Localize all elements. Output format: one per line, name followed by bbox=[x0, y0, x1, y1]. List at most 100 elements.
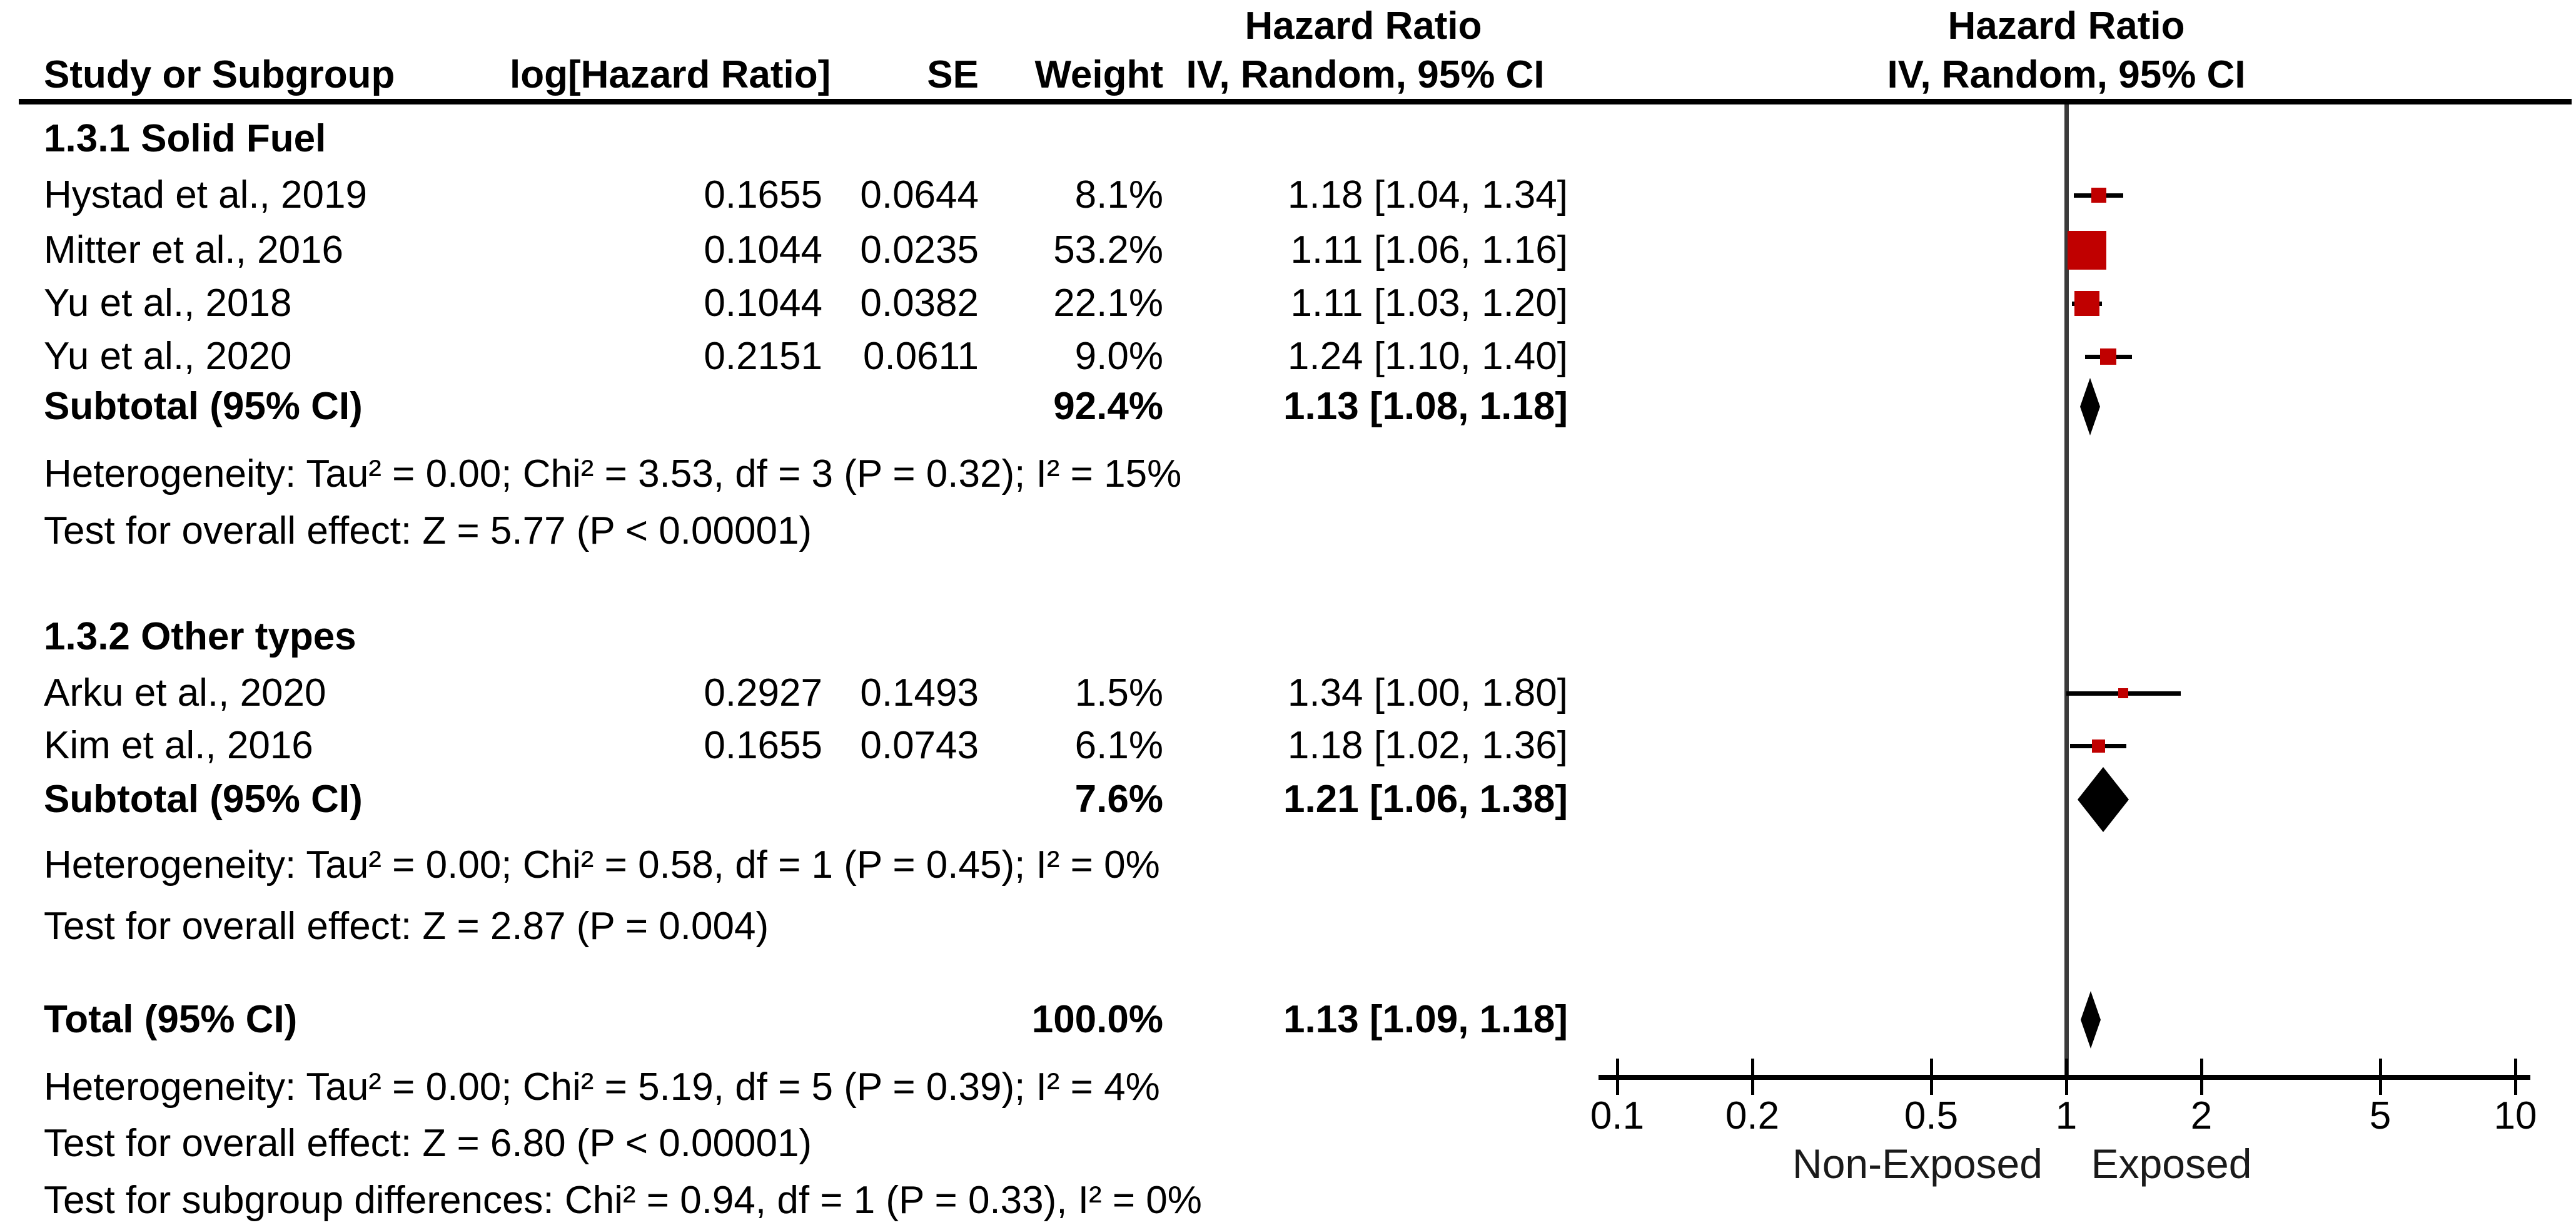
study-point-square bbox=[2068, 231, 2106, 270]
study-point-square bbox=[2092, 740, 2105, 753]
loghr-value: 0.2927 bbox=[704, 671, 822, 714]
column-header-loghr: log[Hazard Ratio] bbox=[510, 53, 831, 96]
loghr-value: 0.1655 bbox=[704, 724, 822, 767]
table-row: Heterogeneity: Tau² = 0.00; Chi² = 0.58,… bbox=[0, 844, 1626, 887]
ci-value: 1.18 [1.02, 1.36] bbox=[1287, 724, 1568, 767]
study-point-square bbox=[2100, 348, 2116, 365]
column-header-weight: Weight bbox=[1034, 53, 1164, 96]
se-value: 0.0743 bbox=[860, 724, 979, 767]
statistics-note: Test for overall effect: Z = 6.80 (P < 0… bbox=[44, 1122, 812, 1165]
table-row: Yu et al., 2018 0.1044 0.0382 22.1% 1.11 [1.… bbox=[0, 282, 1626, 325]
column-header-se: SE bbox=[927, 53, 979, 96]
weight-value: 53.2% bbox=[1053, 228, 1163, 272]
axis-tick-label: 0.5 bbox=[1904, 1094, 1959, 1137]
table-row: Test for overall effect: Z = 2.87 (P = 0… bbox=[0, 905, 1626, 948]
pooled-diamond bbox=[2078, 767, 2129, 841]
axis-tick-label: 10 bbox=[2493, 1094, 2537, 1137]
table-row: Heterogeneity: Tau² = 0.00; Chi² = 3.53,… bbox=[0, 453, 1626, 496]
study-name: Arku et al., 2020 bbox=[44, 671, 326, 714]
table-row: Test for overall effect: Z = 5.77 (P < 0… bbox=[0, 510, 1626, 552]
subgroup-title: 1.3.1 Solid Fuel bbox=[44, 117, 326, 160]
ci-value: 1.11 [1.03, 1.20] bbox=[1290, 282, 1568, 325]
axis-tick-label: 0.2 bbox=[1725, 1094, 1780, 1137]
x-axis-line bbox=[1599, 1075, 2530, 1080]
statistics-note: Test for subgroup differences: Chi² = 0.… bbox=[44, 1179, 1202, 1222]
weight-value: 8.1% bbox=[1074, 173, 1163, 216]
study-name: Mitter et al., 2016 bbox=[44, 228, 344, 272]
ci-value: 1.13 [1.08, 1.18] bbox=[1283, 385, 1568, 428]
loghr-value: 0.2151 bbox=[704, 335, 822, 378]
study-point-square bbox=[2074, 291, 2099, 316]
weight-value: 1.5% bbox=[1074, 671, 1163, 714]
ci-value: 1.34 [1.00, 1.80] bbox=[1287, 671, 1568, 714]
ci-value: 1.13 [1.09, 1.18] bbox=[1283, 998, 1568, 1041]
statistics-note: Heterogeneity: Tau² = 0.00; Chi² = 0.58,… bbox=[44, 843, 1160, 887]
axis-tick-label: 1 bbox=[2055, 1094, 2078, 1137]
axis-tick-label: 2 bbox=[2190, 1094, 2213, 1137]
study-point-square bbox=[2118, 688, 2128, 698]
study-name: Hystad et al., 2019 bbox=[44, 173, 367, 216]
column-header-ci: IV, Random, 95% CI bbox=[1186, 53, 1545, 96]
se-value: 0.1493 bbox=[860, 671, 979, 714]
se-value: 0.0382 bbox=[860, 282, 979, 325]
table-row: Subtotal (95% CI) 92.4% 1.13 [1.08, 1.18] bbox=[0, 385, 1626, 428]
ci-value: 1.21 [1.06, 1.38] bbox=[1283, 778, 1568, 821]
null-effect-line bbox=[2064, 104, 2069, 1075]
axis-label-exposed: Exposed bbox=[2091, 1141, 2252, 1187]
axis-tick bbox=[2065, 1059, 2068, 1095]
weight-value: 92.4% bbox=[1053, 385, 1163, 428]
axis-tick bbox=[2200, 1059, 2203, 1095]
table-row: 1.3.2 Other types bbox=[0, 616, 1626, 658]
loghr-value: 0.1044 bbox=[704, 228, 822, 272]
statistics-note: Heterogeneity: Tau² = 0.00; Chi² = 5.19,… bbox=[44, 1065, 1160, 1109]
study-name: Yu et al., 2018 bbox=[44, 282, 292, 325]
header-rule bbox=[19, 99, 2572, 104]
weight-value: 100.0% bbox=[1031, 998, 1163, 1041]
loghr-value: 0.1655 bbox=[704, 173, 822, 216]
table-row: Subtotal (95% CI) 7.6% 1.21 [1.06, 1.38] bbox=[0, 778, 1626, 821]
table-row: Test for subgroup differences: Chi² = 0.… bbox=[0, 1179, 1626, 1222]
se-value: 0.0611 bbox=[862, 335, 979, 378]
axis-tick bbox=[1616, 1059, 1619, 1095]
column-header-study: Study or Subgroup bbox=[44, 53, 395, 96]
table-row: Total (95% CI) 100.0% 1.13 [1.09, 1.18] bbox=[0, 999, 1626, 1041]
axis-tick bbox=[2514, 1059, 2517, 1095]
plot-effect-header: Hazard Ratio bbox=[1947, 4, 2185, 48]
axis-tick bbox=[1930, 1059, 1933, 1095]
study-name: Yu et al., 2020 bbox=[44, 335, 292, 378]
axis-label-non-exposed: Non-Exposed bbox=[1792, 1141, 2043, 1187]
table-row: Arku et al., 2020 0.2927 0.1493 1.5% 1.34 [1… bbox=[0, 672, 1626, 714]
loghr-value: 0.1044 bbox=[704, 282, 822, 325]
axis-tick-label: 0.1 bbox=[1590, 1094, 1645, 1137]
se-value: 0.0235 bbox=[860, 228, 979, 272]
table-row: Test for overall effect: Z = 6.80 (P < 0… bbox=[0, 1122, 1626, 1165]
weight-value: 22.1% bbox=[1053, 282, 1163, 325]
plot-column-header-ci: IV, Random, 95% CI bbox=[1887, 53, 2246, 96]
weight-value: 7.6% bbox=[1074, 778, 1163, 821]
weight-value: 6.1% bbox=[1074, 724, 1163, 767]
pooled-diamond bbox=[2080, 378, 2100, 445]
ci-value: 1.11 [1.06, 1.16] bbox=[1290, 228, 1568, 272]
axis-tick-label: 5 bbox=[2369, 1094, 2392, 1137]
statistics-note: Test for overall effect: Z = 2.87 (P = 0… bbox=[44, 905, 769, 948]
axis-tick bbox=[2379, 1059, 2382, 1095]
study-name: Subtotal (95% CI) bbox=[44, 385, 363, 428]
subgroup-title: 1.3.2 Other types bbox=[44, 615, 356, 658]
table-row: Yu et al., 2020 0.2151 0.0611 9.0% 1.24 [1.1… bbox=[0, 335, 1626, 378]
ci-value: 1.18 [1.04, 1.34] bbox=[1287, 173, 1568, 216]
study-name: Kim et al., 2016 bbox=[44, 724, 313, 767]
table-row: Mitter et al., 2016 0.1044 0.0235 53.2% 1.11… bbox=[0, 229, 1626, 272]
se-value: 0.0644 bbox=[860, 173, 979, 216]
table-row: Hystad et al., 2019 0.1655 0.0644 8.1% 1.18 … bbox=[0, 174, 1626, 216]
pooled-diamond bbox=[2081, 991, 2101, 1058]
study-point-square bbox=[2091, 188, 2106, 203]
axis-tick bbox=[1751, 1059, 1754, 1095]
statistics-note: Test for overall effect: Z = 5.77 (P < 0… bbox=[44, 509, 812, 552]
ci-value: 1.24 [1.10, 1.40] bbox=[1287, 335, 1568, 378]
table-row: Kim et al., 2016 0.1655 0.0743 6.1% 1.18 [1.… bbox=[0, 724, 1626, 767]
table-effect-header: Hazard Ratio bbox=[1245, 4, 1482, 48]
study-name: Subtotal (95% CI) bbox=[44, 778, 363, 821]
table-row: 1.3.1 Solid Fuel bbox=[0, 118, 1626, 160]
weight-value: 9.0% bbox=[1074, 335, 1163, 378]
